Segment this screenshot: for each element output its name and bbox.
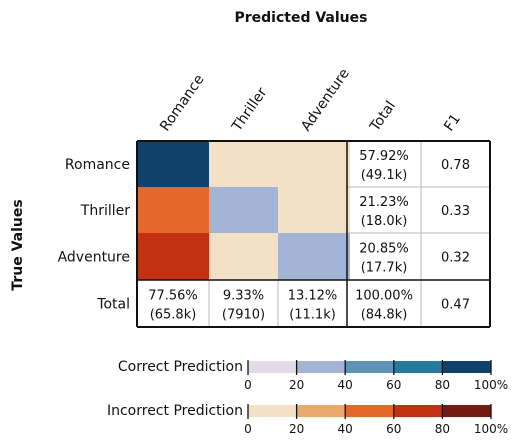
- y-axis-title: True Values: [10, 199, 26, 290]
- incorrect-legend-tick-label: 100%: [474, 422, 508, 436]
- cell-adventure-adventure: [278, 233, 350, 280]
- correct-legend-swatch: [393, 361, 443, 373]
- cell-romance-romance: [137, 141, 209, 187]
- col-header-romance: Romance: [157, 72, 207, 134]
- incorrect-legend-tick-label: 60: [386, 422, 401, 436]
- correct-legend-swatch: [442, 361, 492, 373]
- correct-legend-tick-label: 40: [338, 378, 353, 392]
- incorrect-legend-tick-label: 80: [435, 422, 450, 436]
- col-total-count: (11.1k): [289, 308, 336, 323]
- row-label-total: Total: [96, 297, 130, 313]
- overall-f1: 0.47: [441, 298, 470, 313]
- incorrect-legend-swatch: [393, 405, 443, 417]
- row-total-count: (18.0k): [361, 214, 408, 229]
- cell-thriller-adventure: [278, 187, 350, 233]
- col-total-count: (84.8k): [361, 308, 408, 323]
- row-total-count: (49.1k): [361, 168, 408, 183]
- cell-thriller-thriller: [209, 187, 281, 233]
- correct-legend-tick-label: 60: [386, 378, 401, 392]
- correct-legend-swatch: [296, 361, 346, 373]
- correct-legend-tick-label: 100%: [474, 378, 508, 392]
- col-total-percent: 77.56%: [148, 289, 198, 304]
- row-f1: 0.33: [441, 204, 470, 219]
- cell-romance-thriller: [209, 141, 281, 187]
- col-total-percent: 9.33%: [223, 289, 264, 304]
- row-total-count: (17.7k): [361, 261, 408, 276]
- row-total-percent: 20.85%: [359, 242, 409, 257]
- correct-legend-label: Correct Prediction: [118, 359, 243, 375]
- col-header-thriller: Thriller: [229, 85, 271, 136]
- cell-adventure-thriller: [209, 233, 281, 280]
- correct-legend-tick-label: 80: [435, 378, 450, 392]
- cell-thriller-romance: [137, 187, 209, 233]
- correct-legend-tick-label: 0: [244, 378, 252, 392]
- incorrect-legend-tick-label: 20: [289, 422, 304, 436]
- x-axis-title: Predicted Values: [235, 10, 368, 26]
- row-total-percent: 57.92%: [359, 149, 409, 164]
- row-label-thriller: Thriller: [80, 203, 130, 219]
- col-header-total: Total: [367, 98, 399, 135]
- row-total-percent: 21.23%: [359, 195, 409, 210]
- incorrect-legend-label: Incorrect Prediction: [107, 403, 243, 419]
- correct-legend-tick-label: 20: [289, 378, 304, 392]
- correct-legend-swatch: [345, 361, 395, 373]
- col-total-percent: 13.12%: [288, 289, 338, 304]
- correct-legend-swatch: [248, 361, 298, 373]
- cell-romance-adventure: [278, 141, 350, 187]
- col-total-count: (65.8k): [150, 308, 197, 323]
- col-header-adventure: Adventure: [298, 66, 353, 135]
- col-total-percent: 100.00%: [355, 289, 413, 304]
- col-total-count: (7910): [222, 308, 265, 323]
- incorrect-legend-swatch: [345, 405, 395, 417]
- row-f1: 0.78: [441, 158, 470, 173]
- incorrect-legend-swatch: [442, 405, 492, 417]
- row-f1: 0.32: [441, 251, 470, 266]
- matrix-grid: Romance Thriller Adventure Total F1 Romance 57…: [58, 66, 491, 328]
- incorrect-legend-swatch: [296, 405, 346, 417]
- incorrect-legend-tick-label: 0: [244, 422, 252, 436]
- row-label-adventure: Adventure: [58, 250, 130, 266]
- row-label-romance: Romance: [65, 157, 130, 173]
- cell-adventure-romance: [137, 233, 209, 280]
- incorrect-legend-swatch: [248, 405, 298, 417]
- col-header-f1: F1: [441, 111, 464, 134]
- incorrect-legend-tick-label: 40: [338, 422, 353, 436]
